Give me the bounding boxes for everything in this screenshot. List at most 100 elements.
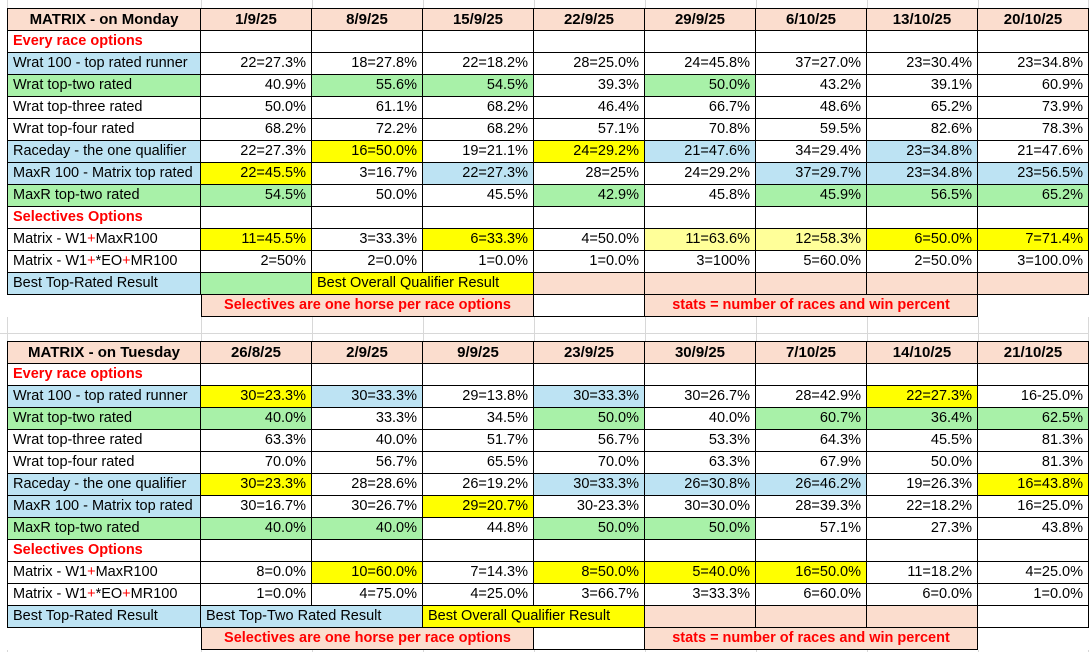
value-cell[interactable]: 22=45.5% bbox=[201, 163, 312, 185]
row-label-cell[interactable]: Wrat top-three rated bbox=[7, 97, 201, 119]
value-cell[interactable]: 16-25.0% bbox=[978, 386, 1089, 408]
value-cell[interactable]: 81.3% bbox=[978, 452, 1089, 474]
value-cell[interactable] bbox=[201, 540, 312, 562]
value-cell[interactable]: 62.5% bbox=[978, 408, 1089, 430]
value-cell[interactable]: 3=33.3% bbox=[312, 229, 423, 251]
row-label-cell[interactable]: Every race options bbox=[7, 364, 201, 386]
value-cell[interactable]: 29=20.7% bbox=[423, 496, 534, 518]
value-cell[interactable] bbox=[867, 540, 978, 562]
note-cell[interactable]: stats = number of races and win percent bbox=[645, 628, 978, 650]
value-cell[interactable] bbox=[423, 364, 534, 386]
row-label-cell[interactable]: Wrat top-four rated bbox=[7, 119, 201, 141]
value-cell[interactable]: 63.3% bbox=[645, 452, 756, 474]
value-cell[interactable]: 57.1% bbox=[534, 119, 645, 141]
value-cell[interactable]: 53.3% bbox=[645, 430, 756, 452]
value-cell[interactable]: 30-23.3% bbox=[534, 496, 645, 518]
value-cell[interactable]: 1=0.0% bbox=[978, 584, 1089, 606]
value-cell[interactable]: 30=30.0% bbox=[645, 496, 756, 518]
value-cell[interactable]: 78.3% bbox=[978, 119, 1089, 141]
date-header-cell[interactable]: 23/9/25 bbox=[534, 341, 645, 364]
value-cell[interactable] bbox=[645, 31, 756, 53]
row-label-cell[interactable]: Wrat top-four rated bbox=[7, 452, 201, 474]
row-label-cell[interactable]: MaxR top-two rated bbox=[7, 185, 201, 207]
value-cell[interactable] bbox=[867, 207, 978, 229]
value-cell[interactable]: 16=50.0% bbox=[312, 141, 423, 163]
value-cell[interactable]: 3=33.3% bbox=[645, 584, 756, 606]
value-cell[interactable]: 40.0% bbox=[201, 518, 312, 540]
value-cell[interactable]: 68.2% bbox=[201, 119, 312, 141]
date-header-cell[interactable]: 9/9/25 bbox=[423, 341, 534, 364]
value-cell[interactable]: 54.5% bbox=[423, 75, 534, 97]
date-header-cell[interactable]: 6/10/25 bbox=[756, 8, 867, 31]
value-cell[interactable]: 70.8% bbox=[645, 119, 756, 141]
date-header-cell[interactable]: 2/9/25 bbox=[312, 341, 423, 364]
value-cell[interactable] bbox=[534, 364, 645, 386]
value-cell[interactable] bbox=[867, 31, 978, 53]
value-cell[interactable]: 56.7% bbox=[534, 430, 645, 452]
result-row-label-cell[interactable]: Best Top-Rated Result bbox=[7, 606, 201, 628]
row-label-cell[interactable]: Wrat 100 - top rated runner bbox=[7, 386, 201, 408]
value-cell[interactable]: 5=60.0% bbox=[756, 251, 867, 273]
value-cell[interactable]: 27.3% bbox=[867, 518, 978, 540]
value-cell[interactable]: 11=63.6% bbox=[645, 229, 756, 251]
value-cell[interactable]: 40.0% bbox=[201, 408, 312, 430]
date-header-cell[interactable]: 1/9/25 bbox=[201, 8, 312, 31]
value-cell[interactable]: 39.3% bbox=[534, 75, 645, 97]
value-cell[interactable]: 30=23.3% bbox=[201, 474, 312, 496]
value-cell[interactable] bbox=[756, 540, 867, 562]
value-cell[interactable]: 6=50.0% bbox=[867, 229, 978, 251]
value-cell[interactable]: 24=29.2% bbox=[534, 141, 645, 163]
value-cell[interactable]: 50.0% bbox=[201, 97, 312, 119]
row-label-cell[interactable]: Wrat 100 - top rated runner bbox=[7, 53, 201, 75]
value-cell[interactable]: 30=26.7% bbox=[645, 386, 756, 408]
result-cell[interactable] bbox=[978, 273, 1089, 295]
row-label-cell[interactable]: Wrat top-three rated bbox=[7, 430, 201, 452]
value-cell[interactable]: 73.9% bbox=[978, 97, 1089, 119]
value-cell[interactable]: 44.8% bbox=[423, 518, 534, 540]
date-header-cell[interactable]: 13/10/25 bbox=[867, 8, 978, 31]
value-cell[interactable]: 22=27.3% bbox=[201, 53, 312, 75]
value-cell[interactable]: 70.0% bbox=[534, 452, 645, 474]
date-header-cell[interactable]: 20/10/25 bbox=[978, 8, 1089, 31]
value-cell[interactable]: 22=18.2% bbox=[423, 53, 534, 75]
value-cell[interactable]: 23=56.5% bbox=[978, 163, 1089, 185]
value-cell[interactable]: 63.3% bbox=[201, 430, 312, 452]
value-cell[interactable]: 34.5% bbox=[423, 408, 534, 430]
value-cell[interactable]: 4=25.0% bbox=[978, 562, 1089, 584]
value-cell[interactable]: 3=100.0% bbox=[978, 251, 1089, 273]
value-cell[interactable] bbox=[312, 364, 423, 386]
value-cell[interactable]: 68.2% bbox=[423, 97, 534, 119]
value-cell[interactable]: 81.3% bbox=[978, 430, 1089, 452]
result-cell[interactable] bbox=[867, 273, 978, 295]
result-cell[interactable] bbox=[534, 273, 645, 295]
value-cell[interactable]: 30=23.3% bbox=[201, 386, 312, 408]
value-cell[interactable]: 40.9% bbox=[201, 75, 312, 97]
row-label-cell[interactable]: MaxR 100 - Matrix top rated bbox=[7, 496, 201, 518]
value-cell[interactable]: 61.1% bbox=[312, 97, 423, 119]
note-cell[interactable]: stats = number of races and win percent bbox=[645, 295, 978, 317]
value-cell[interactable] bbox=[978, 31, 1089, 53]
value-cell[interactable]: 40.0% bbox=[312, 430, 423, 452]
value-cell[interactable]: 34=29.4% bbox=[756, 141, 867, 163]
date-header-cell[interactable]: 14/10/25 bbox=[867, 341, 978, 364]
note-cell[interactable]: Selectives are one horse per race option… bbox=[201, 628, 534, 650]
value-cell[interactable]: 7=71.4% bbox=[978, 229, 1089, 251]
value-cell[interactable] bbox=[978, 364, 1089, 386]
value-cell[interactable]: 10=60.0% bbox=[312, 562, 423, 584]
value-cell[interactable]: 50.0% bbox=[645, 518, 756, 540]
value-cell[interactable]: 22=27.3% bbox=[201, 141, 312, 163]
value-cell[interactable]: 40.0% bbox=[312, 518, 423, 540]
value-cell[interactable]: 4=75.0% bbox=[312, 584, 423, 606]
date-header-cell[interactable]: 26/8/25 bbox=[201, 341, 312, 364]
value-cell[interactable]: 8=50.0% bbox=[534, 562, 645, 584]
value-cell[interactable]: 19=21.1% bbox=[423, 141, 534, 163]
value-cell[interactable]: 6=0.0% bbox=[867, 584, 978, 606]
row-label-cell[interactable]: Raceday - the one qualifier bbox=[7, 474, 201, 496]
value-cell[interactable]: 68.2% bbox=[423, 119, 534, 141]
value-cell[interactable]: 36.4% bbox=[867, 408, 978, 430]
value-cell[interactable]: 64.3% bbox=[756, 430, 867, 452]
value-cell[interactable]: 22=18.2% bbox=[867, 496, 978, 518]
value-cell[interactable] bbox=[423, 31, 534, 53]
value-cell[interactable]: 60.9% bbox=[978, 75, 1089, 97]
value-cell[interactable] bbox=[978, 207, 1089, 229]
